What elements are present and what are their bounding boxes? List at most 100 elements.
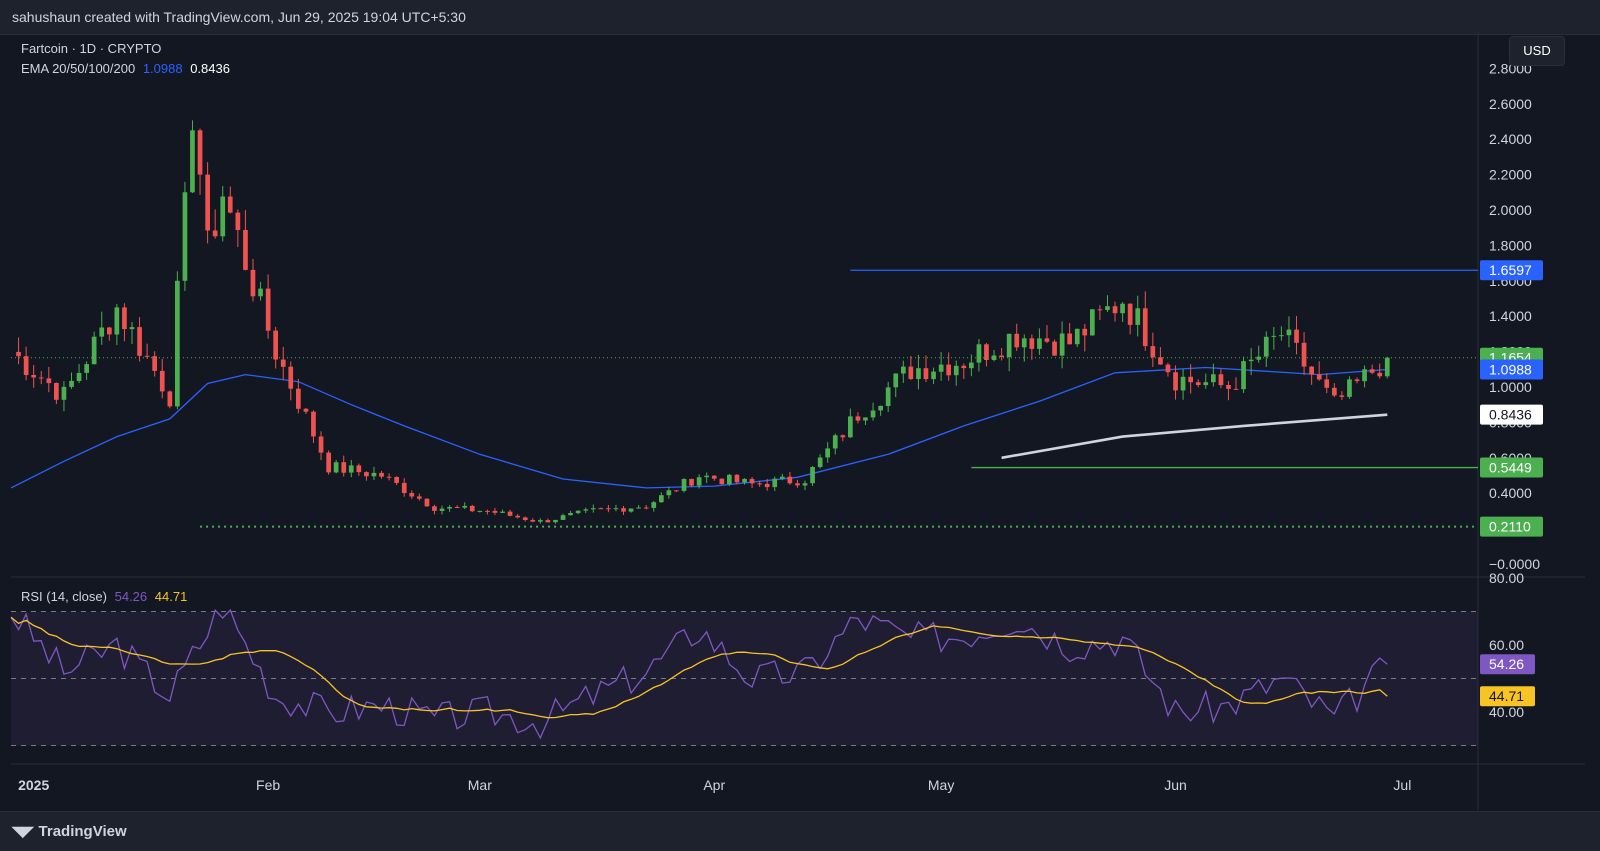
candle-body[interactable] [1384, 357, 1390, 377]
candle-body[interactable] [689, 479, 694, 486]
candle-body[interactable] [477, 510, 483, 512]
candle-body[interactable] [893, 373, 899, 388]
candle-body[interactable] [1067, 333, 1072, 345]
candle-body[interactable] [1377, 372, 1383, 377]
candle-body[interactable] [273, 330, 278, 360]
candle-body[interactable] [1014, 333, 1020, 348]
candle-body[interactable] [855, 416, 861, 421]
candle-body[interactable] [681, 479, 687, 491]
candle-body[interactable] [409, 493, 415, 497]
candle-body[interactable] [696, 477, 702, 486]
candle-body[interactable] [424, 498, 430, 507]
candle-body[interactable] [984, 344, 989, 360]
candle-body[interactable] [1362, 369, 1367, 382]
candle-body[interactable] [243, 230, 248, 270]
candle-body[interactable] [137, 327, 142, 356]
candle-body[interactable] [159, 370, 165, 392]
candle-body[interactable] [931, 371, 936, 380]
candle-body[interactable] [628, 508, 634, 512]
candle-body[interactable] [394, 477, 399, 483]
candle-body[interactable] [182, 192, 188, 281]
candle-body[interactable] [220, 196, 226, 237]
candle-body[interactable] [832, 435, 838, 449]
candle-body[interactable] [742, 478, 747, 483]
candle-body[interactable] [583, 509, 589, 511]
currency-button[interactable]: USD [1509, 36, 1565, 66]
candle-body[interactable] [38, 377, 44, 379]
candle-body[interactable] [674, 490, 679, 492]
candle-body[interactable] [235, 212, 241, 230]
candle-body[interactable] [1354, 379, 1360, 382]
candle-body[interactable] [787, 476, 793, 484]
candle-body[interactable] [916, 368, 921, 379]
candle-body[interactable] [651, 502, 657, 508]
candle-body[interactable] [1173, 372, 1178, 391]
candle-body[interactable] [99, 327, 105, 337]
candle-body[interactable] [152, 356, 157, 371]
candle-body[interactable] [318, 436, 324, 453]
candle-body[interactable] [1324, 379, 1330, 388]
candle-body[interactable] [250, 269, 256, 297]
candle-body[interactable] [485, 510, 490, 512]
candle-body[interactable] [326, 452, 331, 473]
candle-body[interactable] [205, 174, 210, 231]
candle-body[interactable] [107, 327, 112, 335]
candle-body[interactable] [190, 130, 195, 193]
candle-body[interactable] [1112, 306, 1118, 314]
candle-body[interactable] [333, 462, 339, 473]
candle-body[interactable] [1158, 357, 1163, 365]
candle-body[interactable] [575, 510, 581, 514]
candle-body[interactable] [553, 519, 558, 523]
candle-body[interactable] [454, 507, 460, 508]
candle-body[interactable] [227, 196, 233, 213]
candle-body[interactable] [522, 517, 528, 520]
candle-body[interactable] [1082, 328, 1088, 336]
candle-body[interactable] [598, 508, 604, 510]
candle-body[interactable] [961, 365, 967, 369]
tradingview-brand[interactable]: ◥◤ TradingView [12, 823, 127, 840]
candle-body[interactable] [757, 483, 762, 485]
candle-body[interactable] [1120, 303, 1125, 314]
candle-body[interactable] [379, 472, 384, 477]
candle-body[interactable] [1074, 328, 1080, 345]
candle-body[interactable] [621, 508, 626, 512]
candle-body[interactable] [764, 483, 770, 488]
candle-body[interactable] [863, 417, 868, 421]
candle-body[interactable] [1021, 338, 1027, 348]
candle-body[interactable] [1332, 387, 1337, 396]
candle-body[interactable] [469, 505, 475, 512]
candle-body[interactable] [507, 511, 513, 516]
candle-body[interactable] [734, 474, 740, 483]
candle-body[interactable] [810, 467, 815, 484]
candle-body[interactable] [175, 280, 180, 407]
candle-body[interactable] [197, 130, 203, 175]
candle-body[interactable] [825, 448, 830, 458]
candle-body[interactable] [61, 386, 67, 400]
candle-body[interactable] [636, 507, 641, 509]
candle-body[interactable] [1294, 329, 1299, 343]
candle-body[interactable] [1339, 395, 1345, 397]
candle-body[interactable] [1188, 376, 1193, 383]
candle-body[interactable] [432, 506, 437, 511]
candle-body[interactable] [1105, 306, 1110, 310]
candle-body[interactable] [878, 405, 883, 411]
candle-body[interactable] [568, 513, 573, 516]
candle-body[interactable] [1044, 338, 1050, 342]
candle-body[interactable] [1263, 336, 1269, 357]
candle-body[interactable] [999, 355, 1004, 358]
candle-body[interactable] [613, 508, 619, 510]
candle-body[interactable] [1256, 356, 1262, 360]
candle-body[interactable] [590, 508, 596, 510]
candle-body[interactable] [870, 410, 876, 418]
candle-body[interactable] [1006, 333, 1012, 358]
candle-body[interactable] [23, 356, 29, 375]
candle-body[interactable] [1279, 335, 1284, 337]
candle-body[interactable] [923, 368, 929, 380]
candle-body[interactable] [515, 515, 520, 518]
candle-body[interactable] [16, 351, 21, 357]
candle-body[interactable] [280, 359, 286, 367]
candle-body[interactable] [946, 364, 951, 376]
candle-body[interactable] [1369, 369, 1375, 373]
candle-body[interactable] [802, 483, 808, 486]
candle-body[interactable] [840, 435, 846, 438]
